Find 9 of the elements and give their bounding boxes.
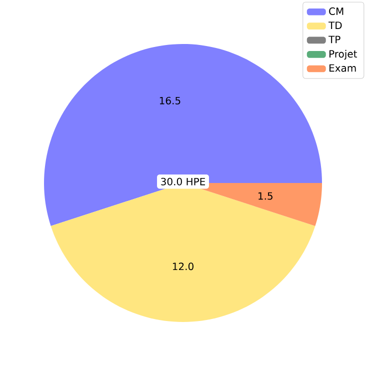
- data-label: 1.5: [258, 192, 272, 200]
- data-label: 16.5: [160, 96, 180, 104]
- data-label: 12.0: [172, 262, 194, 270]
- legend-label: TP: [328, 36, 340, 44]
- legend-label: CM: [329, 7, 344, 15]
- legend-label: Exam: [330, 64, 356, 72]
- text: 30.0 HPE: [161, 178, 205, 186]
- legend-label: TD: [328, 22, 342, 29]
- legend-label: Projet: [330, 50, 358, 60]
